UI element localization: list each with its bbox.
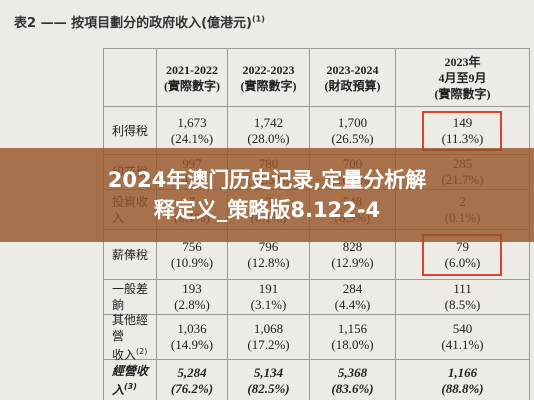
amount: 1,036 (177, 321, 207, 336)
amount: 1,673 (177, 114, 207, 130)
column-header: 2023年 4月至9月 (實際數字) (396, 48, 530, 107)
cell: 796 (12.8%) (228, 230, 310, 280)
cell: 1,166 (88.8%) (396, 360, 530, 400)
label-note: (3) (124, 382, 137, 391)
cell: 1,068 (17.2%) (228, 315, 310, 360)
share: (12.8%) (247, 254, 290, 270)
label-line: 利得稅 (112, 123, 149, 138)
header-line: 2023-2024 (326, 62, 379, 77)
amount: 5,368 (337, 364, 368, 380)
share: (3.1%) (250, 297, 287, 312)
title-text: 表2 —— 按項目劃分的政府收入(億港元) (14, 16, 252, 31)
share: (88.8%) (441, 380, 484, 396)
share: (10.9%) (170, 254, 214, 270)
header-corner (103, 48, 157, 107)
share: (2.8%) (174, 297, 210, 312)
cell: 191 (3.1%) (228, 280, 310, 315)
header-line: 2023年 (444, 54, 481, 69)
cell: 828 (12.9%) (310, 230, 396, 280)
banner: 2024年澳门历史记录,定量分析解 释定义_策略版8.122-4 (0, 148, 534, 242)
cell: 5,284 (76.2%) (157, 360, 228, 400)
row-label: 其他經營收入(2) (103, 312, 157, 362)
amount: 756 (182, 238, 202, 254)
column-header: 2022-2023 (實際數字) (228, 48, 310, 107)
row-label: 一般差餉 (103, 280, 157, 315)
amount: 191 (258, 281, 279, 296)
amount: 5,284 (177, 364, 207, 380)
row-label: 薪俸稅 (103, 230, 157, 280)
title: 表2 —— 按項目劃分的政府收入(億港元)(1) (14, 12, 265, 31)
cell: 1,036 (14.9%) (157, 315, 228, 360)
cell: 5,368 (83.6%) (310, 360, 396, 400)
amount: 1,742 (253, 114, 284, 130)
share: (41.1%) (441, 337, 484, 352)
column-header: 2021-2022 (實際數字) (157, 48, 228, 107)
share: (26.5%) (331, 130, 374, 146)
share: (83.6%) (331, 380, 374, 396)
share: (76.2%) (170, 380, 214, 396)
share: (8.5%) (444, 297, 481, 312)
label-line: 收入(2) (112, 346, 148, 362)
cell: 79 (6.0%) (396, 230, 530, 280)
header-line: (實際數字) (434, 86, 491, 101)
header-line: 2022-2023 (242, 62, 295, 77)
amount: 1,166 (447, 364, 478, 380)
share: (11.3%) (441, 130, 484, 146)
share: (17.2%) (247, 337, 290, 352)
share: (12.9%) (331, 254, 374, 270)
share: (28.0%) (247, 130, 290, 146)
amount: 193 (182, 281, 202, 296)
column-header: 2023-2024 (財政預算) (310, 48, 396, 107)
amount: 284 (342, 281, 363, 296)
header-line: 4月至9月 (438, 70, 487, 85)
share: (18.0%) (331, 337, 374, 352)
share: (24.1%) (170, 130, 214, 146)
cell: 5,134 (82.5%) (228, 360, 310, 400)
share: (4.4%) (334, 297, 371, 312)
amount: 1,068 (253, 321, 284, 336)
label-line: 經營收入(3) (112, 364, 149, 397)
amount: 540 (452, 321, 473, 336)
header-line: (財政預算) (324, 78, 381, 93)
highlight-box (422, 111, 502, 151)
cell: 1,673 (24.1%) (157, 107, 228, 155)
row-label: 經營收入(3) (103, 360, 157, 400)
cell: 1,156 (18.0%) (310, 315, 396, 360)
label-line: 薪俸稅 (112, 247, 149, 262)
amount: 1,156 (337, 321, 368, 336)
banner-line: 2024年澳门历史记录,定量分析解 (107, 168, 427, 192)
banner-line: 释定义_策略版8.122-4 (153, 198, 381, 222)
amount: 149 (452, 114, 473, 130)
share: (6.0%) (444, 254, 481, 270)
cell: 540 (41.1%) (396, 315, 530, 360)
label-line: 一般差餉 (112, 282, 149, 312)
amount: 1,700 (337, 114, 368, 130)
amount: 79 (456, 238, 469, 254)
cell: 193 (2.8%) (157, 280, 228, 315)
amount: 111 (453, 281, 472, 296)
label-line: 其他經營 (112, 312, 149, 343)
amount: 828 (342, 238, 363, 254)
header-line: (實際數字) (240, 78, 297, 93)
label-note: (2) (136, 346, 148, 356)
amount: 796 (258, 238, 279, 254)
amount: 5,134 (253, 364, 284, 380)
cell: 111 (8.5%) (396, 280, 530, 315)
cell: 756 (10.9%) (157, 230, 228, 280)
header-line: 2021-2022 (166, 62, 218, 77)
share: (14.9%) (170, 337, 214, 352)
cell: 284 (4.4%) (310, 280, 396, 315)
header-line: (實際數字) (164, 78, 220, 93)
title-note: (1) (251, 14, 265, 24)
share: (82.5%) (247, 380, 290, 396)
